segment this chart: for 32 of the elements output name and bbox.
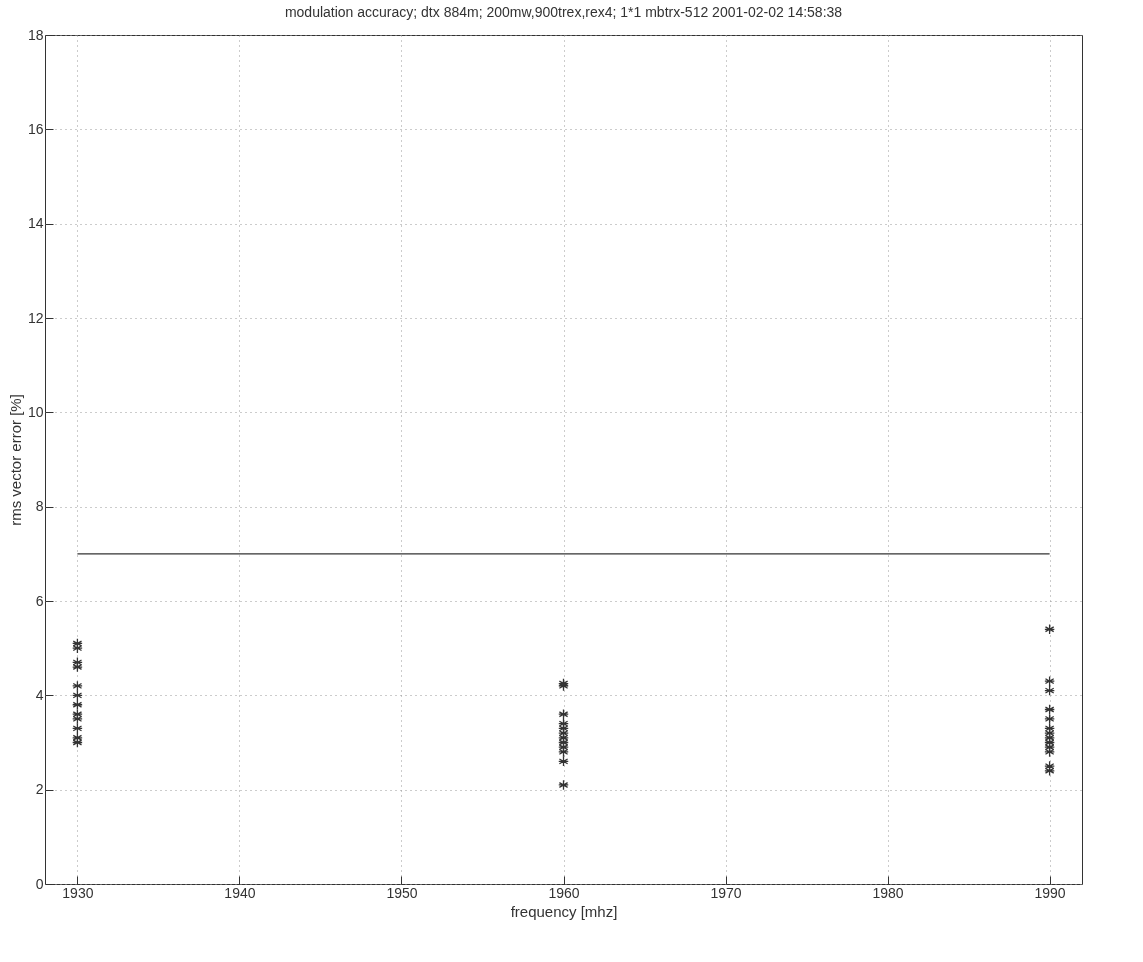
y-tick-label: 0 (35, 875, 44, 892)
x-tick-label: 1940 (224, 884, 256, 901)
point (72, 722, 83, 734)
point (72, 699, 83, 711)
y-tick-label: 4 (35, 686, 44, 703)
y-tick-label: 16 (27, 120, 44, 137)
y-tick-label: 12 (27, 309, 44, 326)
y-tick-label: 8 (35, 498, 44, 515)
point (558, 708, 569, 720)
x-tick-label: 1980 (872, 884, 904, 901)
y-tick-label: 18 (27, 26, 44, 43)
x-tick-label: 1930 (62, 884, 94, 901)
x-tick-label: 1970 (710, 884, 742, 901)
y-tick-label: 14 (27, 215, 44, 232)
y-tick-label: 6 (35, 592, 44, 609)
y-tick-label: 2 (35, 781, 44, 798)
point (1044, 675, 1055, 687)
point (1044, 623, 1055, 635)
x-tick-label: 1990 (1034, 884, 1066, 901)
point (72, 680, 83, 692)
point (1044, 685, 1055, 697)
point (1044, 713, 1055, 725)
y-axis-title: rms vector error [%] (6, 394, 24, 526)
x-tick-label: 1960 (548, 884, 580, 901)
point (72, 689, 83, 701)
point (558, 779, 569, 791)
x-axis-title: frequency [mhz] (510, 902, 618, 920)
y-tick-label: 10 (27, 403, 44, 420)
chart-title: modulation accuracy; dtx 884m; 200mw,900trex,rex4; 1*1 mbtrx-512 2001-02-02 14:58:38 (284, 4, 843, 20)
x-tick-label: 1950 (386, 884, 418, 901)
point (1044, 704, 1055, 715)
point (558, 755, 569, 767)
